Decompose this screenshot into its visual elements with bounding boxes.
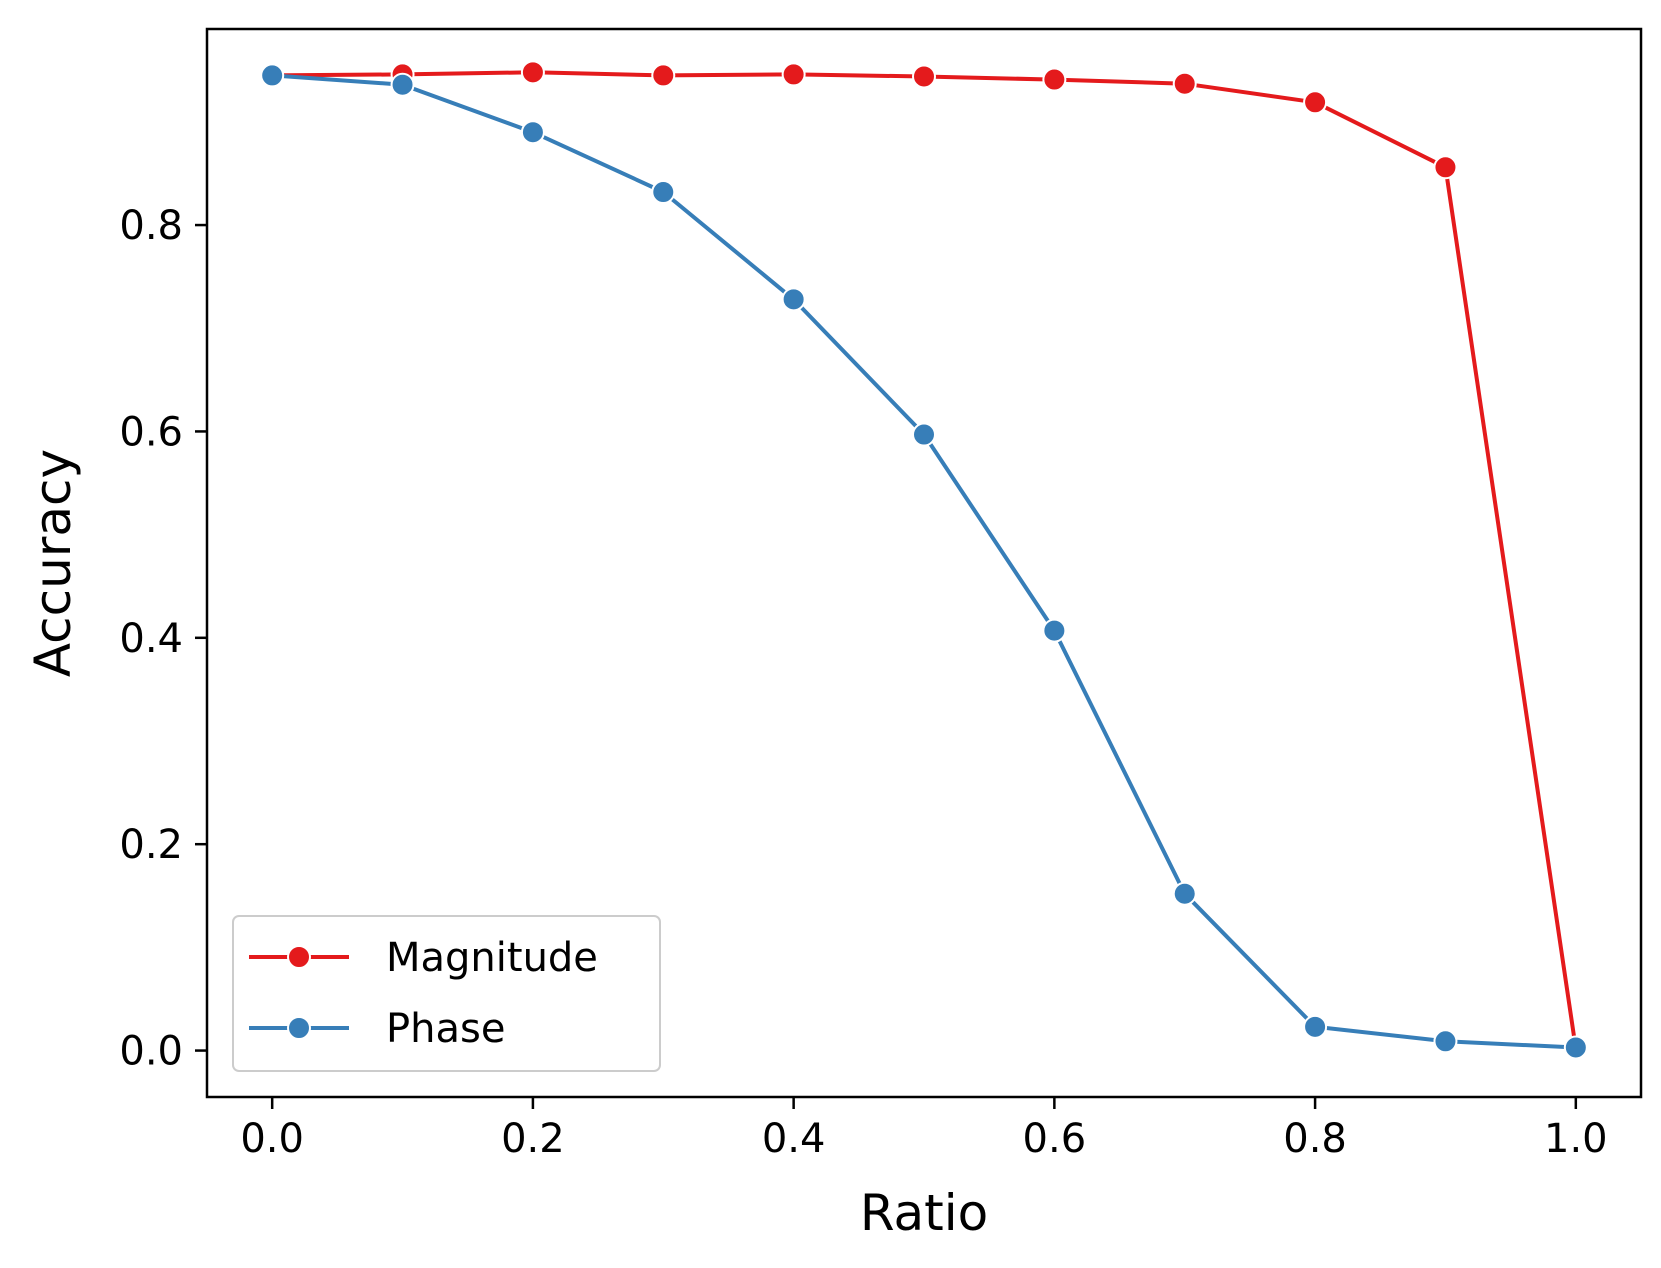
phase-point bbox=[520, 120, 545, 145]
x-tick-label: 0.6 bbox=[1023, 1116, 1087, 1162]
magnitude-point bbox=[1433, 155, 1458, 180]
phase-point bbox=[651, 180, 676, 205]
phase-point bbox=[912, 422, 936, 447]
legend-phase-label: Phase bbox=[386, 1006, 505, 1052]
y-tick-label: 0.4 bbox=[119, 616, 183, 662]
magnitude-point bbox=[912, 64, 936, 89]
phase-point bbox=[781, 287, 806, 312]
legend-entries: Magnitude Phase bbox=[249, 935, 598, 1052]
x-tick-label: 0.2 bbox=[501, 1116, 565, 1162]
magnitude-point bbox=[520, 60, 545, 85]
series-layer bbox=[260, 60, 1588, 1061]
x-axis-title: Ratio bbox=[860, 1184, 988, 1242]
phase-point bbox=[390, 72, 415, 97]
legend: Magnitude Phase bbox=[232, 915, 661, 1072]
phase-point bbox=[1042, 618, 1067, 643]
magnitude-point bbox=[651, 63, 676, 88]
x-tick-label: 0.0 bbox=[240, 1116, 304, 1162]
y-tick-label: 0.2 bbox=[119, 822, 183, 868]
x-axis: 0.0 0.2 0.4 0.6 0.8 1.0 bbox=[240, 1097, 1608, 1162]
magnitude-point bbox=[1303, 90, 1328, 115]
phase-point bbox=[260, 63, 285, 88]
x-tick-label: 0.8 bbox=[1283, 1116, 1347, 1162]
y-tick-label: 0.8 bbox=[119, 203, 183, 249]
magnitude-point bbox=[1172, 71, 1197, 96]
y-axis: 0.0 0.2 0.4 0.6 0.8 bbox=[119, 203, 207, 1075]
y-tick-label: 0.0 bbox=[119, 1029, 183, 1075]
phase-point bbox=[1303, 1014, 1328, 1039]
phase-point bbox=[1172, 881, 1197, 906]
legend-box bbox=[232, 915, 661, 1072]
phase-point bbox=[1433, 1029, 1458, 1054]
magnitude-point bbox=[781, 62, 806, 87]
legend-magnitude-marker bbox=[287, 945, 311, 969]
plot-frame bbox=[205, 27, 1643, 1099]
magnitude-point bbox=[1042, 67, 1067, 92]
legend-magnitude-label: Magnitude bbox=[386, 935, 598, 981]
y-axis-title: Accuracy bbox=[24, 449, 82, 677]
x-tick-label: 0.4 bbox=[762, 1116, 826, 1162]
y-tick-label: 0.6 bbox=[119, 409, 183, 455]
phase-point bbox=[1563, 1035, 1588, 1060]
legend-phase-marker bbox=[287, 1016, 311, 1040]
x-tick-label: 1.0 bbox=[1544, 1116, 1608, 1162]
